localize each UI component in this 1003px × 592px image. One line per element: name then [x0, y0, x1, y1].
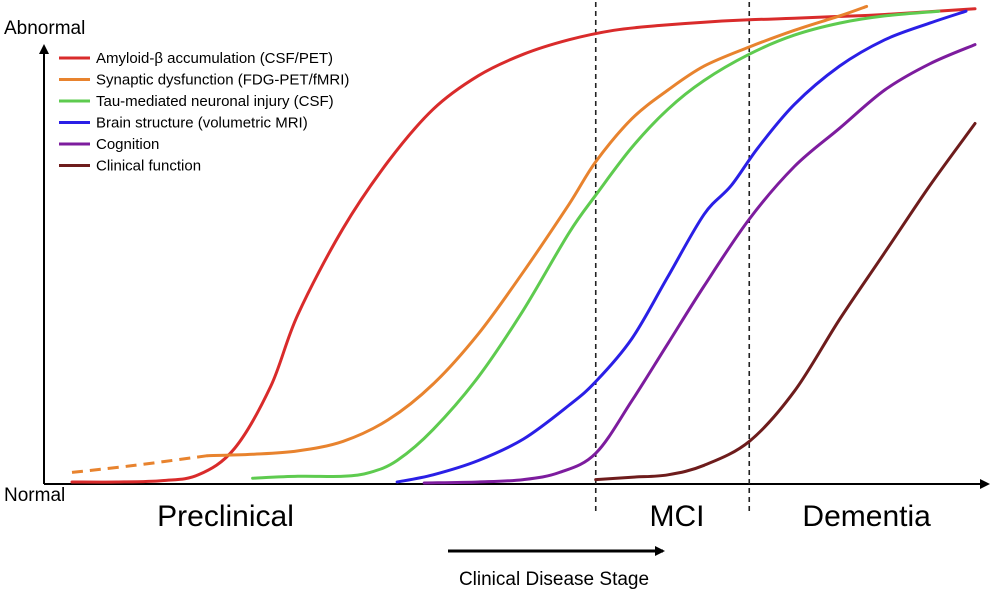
legend: Amyloid-β accumulation (CSF/PET) Synaptic… — [59, 50, 349, 175]
legend-label-1: Amyloid-β accumulation (CSF/PET) — [96, 50, 333, 67]
legend-label-5: Cognition — [96, 136, 159, 153]
legend-label-4: Brain structure (volumetric MRI) — [96, 115, 308, 132]
legend-label-2: Synaptic dysfunction (FDG-PET/fMRI) — [96, 72, 349, 89]
series-line-2 — [205, 4, 869, 458]
y-axis-top-label: Abnormal — [4, 18, 85, 39]
stage-labels: Preclinical MCI Dementia — [157, 500, 931, 533]
stage-label-preclinical: Preclinical — [157, 500, 294, 533]
series-line-2-dashed — [71, 454, 208, 474]
stage-label-dementia: Dementia — [802, 500, 931, 533]
series-layer — [70, 4, 977, 485]
series-line-4 — [395, 9, 968, 484]
y-axis-bottom-label: Normal — [4, 485, 65, 506]
x-axis-caption: Clinical Disease Stage — [459, 569, 649, 590]
series-line-6 — [594, 122, 977, 482]
stage-label-mci: MCI — [650, 500, 705, 533]
legend-label-6: Clinical function — [96, 158, 201, 175]
stage-boundaries — [594, 2, 751, 512]
series-line-3 — [251, 9, 941, 480]
series-line-5 — [422, 43, 977, 485]
series-line-1 — [70, 7, 977, 484]
legend-label-3: Tau-mediated neuronal injury (CSF) — [96, 93, 334, 110]
